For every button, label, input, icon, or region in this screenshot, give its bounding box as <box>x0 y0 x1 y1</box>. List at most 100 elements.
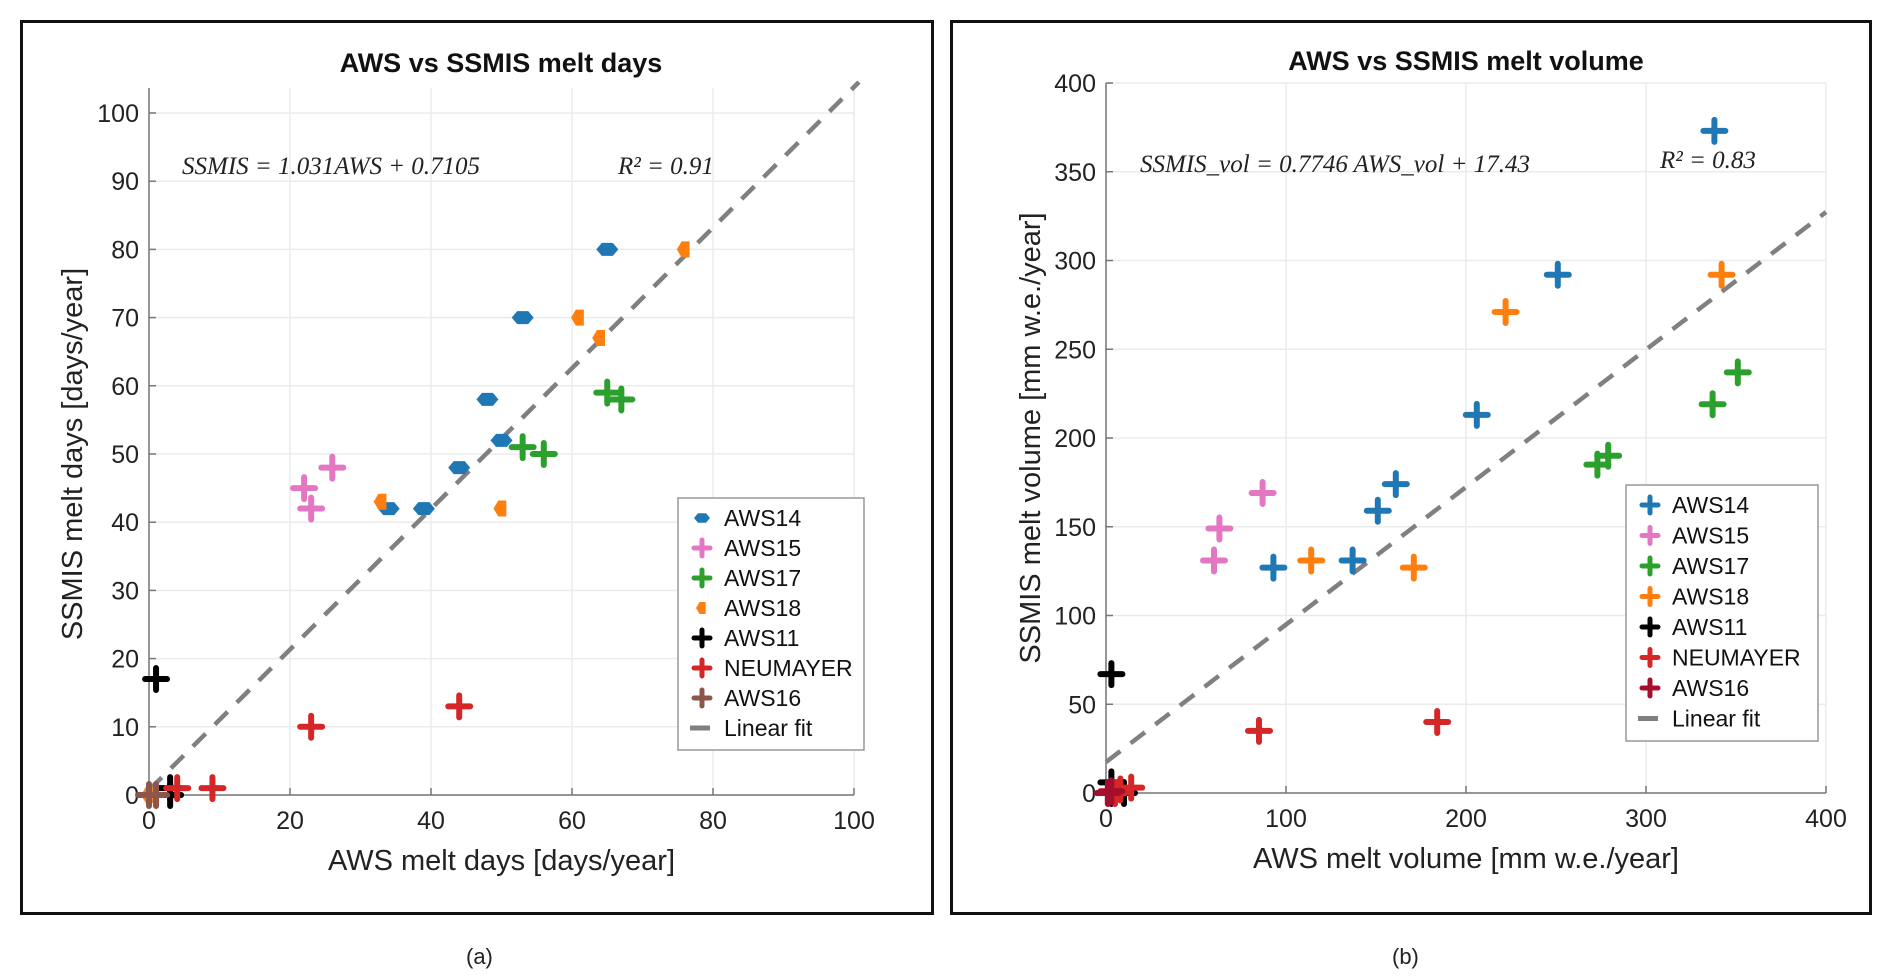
data-point <box>511 311 534 325</box>
legend-box <box>677 497 865 751</box>
legend-marker <box>1639 616 1661 638</box>
x-axis-label: AWS melt volume [mm w.e./year] <box>1253 843 1679 875</box>
legend-marker <box>691 657 713 679</box>
x-tick-label: 300 <box>1625 805 1667 833</box>
legend-marker <box>691 537 713 559</box>
caption-a: (a) <box>466 944 493 969</box>
series-aws16 <box>135 781 171 809</box>
legend-label: AWS17 <box>1672 553 1749 579</box>
x-tick-label: 80 <box>699 807 727 835</box>
data-point <box>412 502 435 516</box>
legend: AWS14 AWS15 AWS17 AWS18 AWS11 NEUMAYER AWS16 Li… <box>1625 484 1819 742</box>
legend-label: AWS11 <box>1672 614 1747 640</box>
y-tick-label: 40 <box>111 509 139 537</box>
data-point <box>1248 479 1277 508</box>
legend-label: Linear fit <box>1672 706 1761 732</box>
x-tick-label: 100 <box>1265 805 1307 833</box>
series-aws15 <box>290 453 347 523</box>
y-tick-label: 400 <box>1054 70 1096 98</box>
data-point <box>1338 546 1367 575</box>
legend-marker <box>696 602 706 614</box>
legend: AWS14 AWS15 AWS17 AWS18 AWS11 NEUMAYER AWS16 Li… <box>677 497 865 751</box>
data-point <box>142 781 171 809</box>
legend-marker <box>1639 677 1661 699</box>
legend-label: AWS18 <box>724 595 801 621</box>
chart-b: 0 100 200 300 400 0 50 100 150 200 250 300 350 400 AWS… <box>1015 46 1847 875</box>
x-tick-label: 40 <box>417 807 445 835</box>
y-tick-label: 0 <box>125 782 139 810</box>
x-tick-label: 400 <box>1805 805 1847 833</box>
y-tick-label: 10 <box>111 714 139 742</box>
data-point <box>592 330 605 347</box>
y-tick-label: 60 <box>111 373 139 401</box>
panel-a-frame <box>20 20 934 915</box>
x-tick-label: 60 <box>558 807 586 835</box>
data-point <box>1594 441 1623 470</box>
legend-label: Linear fit <box>724 715 813 741</box>
y-tick-label: 250 <box>1054 336 1096 364</box>
data-point <box>508 433 537 462</box>
y-tick-label: 100 <box>1054 603 1096 631</box>
data-point <box>593 378 622 407</box>
series-aws14 <box>377 242 619 516</box>
legend-box <box>1625 484 1819 742</box>
data-point <box>1700 116 1729 145</box>
x-tick-label: 0 <box>1099 805 1113 833</box>
data-point <box>163 774 192 803</box>
legend-label: AWS14 <box>1672 492 1749 518</box>
legend-marker <box>1639 555 1661 577</box>
legend-label: NEUMAYER <box>724 655 853 681</box>
legend-marker <box>1639 647 1661 668</box>
chart-title: AWS vs SSMIS melt volume <box>1288 46 1644 76</box>
legend-marker <box>691 627 713 649</box>
data-point <box>445 692 474 721</box>
legend-marker <box>1639 586 1661 607</box>
data-point <box>1200 546 1228 575</box>
data-point <box>1245 716 1273 745</box>
y-tick-label: 350 <box>1054 159 1096 187</box>
chart-title: AWS vs SSMIS melt days <box>340 48 663 78</box>
series-aws16 <box>1093 777 1126 807</box>
series-aws18 <box>1297 260 1736 582</box>
series-aws17 <box>1583 358 1752 479</box>
legend-label: AWS15 <box>724 535 801 561</box>
data-point <box>1117 773 1146 802</box>
data-point <box>676 241 690 258</box>
linear-fit-line <box>1104 210 1828 764</box>
fit-equation: SSMIS_vol = 0.7746 AWS_vol + 17.43 <box>1140 151 1530 178</box>
data-point <box>1543 260 1572 289</box>
y-tick-label: 50 <box>1068 691 1096 719</box>
data-point <box>493 500 507 517</box>
data-point <box>297 712 326 741</box>
data-point <box>198 774 227 803</box>
x-tick-label: 100 <box>833 807 875 835</box>
data-point <box>607 385 636 414</box>
x-tick-label: 200 <box>1445 805 1487 833</box>
y-axis-label: SSMIS melt volume [mm w.e./year] <box>1015 212 1047 663</box>
legend-label: AWS15 <box>1672 523 1749 549</box>
y-axis-label: SSMIS melt days [days/year] <box>57 268 89 640</box>
data-point <box>1097 777 1126 806</box>
data-point <box>571 309 584 326</box>
data-point <box>373 493 387 510</box>
legend-label: AWS16 <box>1672 675 1749 701</box>
caption-b: (b) <box>1392 944 1419 969</box>
fit-equation: SSMIS = 1.031AWS + 0.7105 <box>182 153 480 180</box>
panel-b-frame <box>950 20 1872 915</box>
data-point <box>1205 514 1234 543</box>
y-tick-label: 100 <box>97 100 139 128</box>
chart-a: 0 20 40 60 80 100 0 10 20 30 40 50 60 70 80 90 100 AWS vs… <box>57 48 875 877</box>
legend-marker <box>691 567 713 589</box>
data-point <box>1707 260 1736 289</box>
legend-label: AWS17 <box>724 565 801 591</box>
legend-marker <box>691 687 713 709</box>
data-point <box>448 461 471 475</box>
data-point <box>318 453 347 482</box>
data-point <box>529 440 558 468</box>
series-aws18 <box>141 241 690 803</box>
legend-marker <box>694 513 710 523</box>
data-point <box>1491 297 1520 326</box>
data-point <box>1097 660 1126 689</box>
y-tick-label: 30 <box>111 577 139 605</box>
series-aws17 <box>508 378 636 468</box>
